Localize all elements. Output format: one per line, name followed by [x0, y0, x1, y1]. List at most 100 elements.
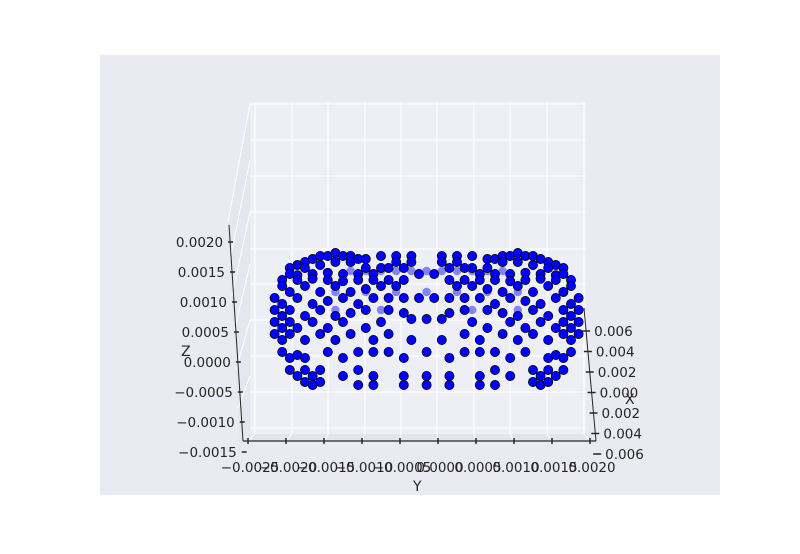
data-point: [383, 263, 394, 273]
x-tick-label: 0.004: [596, 345, 635, 361]
z-tick-label: −0.0005: [174, 385, 233, 401]
data-point: [353, 365, 364, 375]
data-point: [315, 365, 326, 375]
data-point: [383, 347, 394, 357]
data-point: [550, 323, 561, 333]
data-point: [505, 293, 516, 303]
data-point: [315, 329, 326, 339]
data-point: [467, 317, 478, 327]
x-tick-label: 0.002: [598, 365, 637, 381]
data-point: [368, 371, 379, 381]
data-point: [421, 347, 432, 357]
data-point: [558, 305, 569, 315]
data-point: [307, 299, 318, 309]
data-point: [512, 311, 523, 321]
data-point: [558, 353, 569, 363]
data-point: [490, 380, 500, 390]
data-point: [490, 275, 500, 285]
back-point: [468, 305, 477, 315]
y-tick-label: −0.0005: [373, 460, 432, 476]
z-tick-label: 0.0000: [184, 355, 231, 371]
data-point: [398, 275, 409, 285]
data-point: [459, 347, 470, 357]
data-point: [482, 263, 493, 273]
grid-line-floor: [583, 433, 591, 442]
y-tick-label: 0.0000: [416, 460, 463, 476]
data-point: [284, 305, 295, 315]
data-point: [474, 293, 485, 303]
x-axis-label: X: [625, 392, 635, 408]
data-point: [490, 347, 500, 357]
data-point: [414, 269, 424, 279]
data-point: [566, 281, 576, 291]
data-point: [406, 314, 417, 324]
data-point: [474, 371, 485, 381]
data-point: [383, 293, 394, 303]
data-point: [482, 284, 493, 294]
z-tick-label: −0.0015: [178, 445, 237, 461]
grid-line-floor: [546, 433, 553, 442]
data-point: [512, 281, 523, 291]
data-point: [345, 257, 356, 267]
data-point: [277, 335, 288, 345]
data-point: [566, 323, 576, 333]
data-point: [573, 317, 584, 327]
data-point: [284, 329, 295, 339]
data-point: [284, 287, 295, 297]
back-pane: [250, 102, 586, 434]
data-point: [558, 317, 569, 327]
data-point: [376, 317, 386, 327]
data-point: [429, 269, 440, 279]
floor-pane: [236, 434, 596, 441]
back-point: [452, 266, 462, 276]
y-tick-label: 0.0015: [530, 460, 577, 476]
data-point: [543, 335, 554, 345]
data-point: [338, 293, 348, 303]
grid-line-side: [231, 211, 251, 297]
data-point: [512, 257, 523, 267]
data-point: [520, 275, 531, 285]
data-point: [566, 335, 576, 345]
data-point: [300, 263, 310, 273]
data-point: [505, 371, 516, 381]
data-point: [512, 335, 523, 345]
data-point: [444, 263, 455, 273]
data-point: [353, 275, 364, 285]
data-point: [535, 317, 546, 327]
back-point: [422, 266, 431, 276]
data-point: [459, 305, 470, 315]
data-point: [360, 323, 371, 333]
data-point: [330, 311, 341, 321]
data-point: [284, 365, 295, 375]
data-point: [543, 365, 554, 375]
data-point: [398, 293, 409, 303]
x-tick-label: 0.006: [605, 447, 644, 463]
data-point: [360, 263, 371, 273]
data-point: [360, 254, 371, 264]
data-point: [566, 311, 576, 321]
data-point: [277, 299, 288, 309]
grid-line-side: [237, 375, 251, 409]
z-tick-label: −0.0010: [176, 415, 235, 431]
back-point: [437, 266, 446, 276]
data-point: [474, 335, 485, 345]
data-point: [322, 347, 333, 357]
data-point: [398, 380, 409, 390]
data-point: [398, 371, 409, 381]
x-tick-label: 0.004: [603, 427, 642, 443]
data-point: [315, 260, 326, 270]
data-point: [543, 377, 554, 387]
data-point: [414, 293, 424, 303]
data-point: [429, 293, 440, 303]
data-point: [535, 371, 546, 381]
data-point: [338, 371, 348, 381]
data-point: [436, 335, 447, 345]
data-point: [573, 305, 584, 315]
data-point: [292, 275, 303, 285]
data-point: [436, 314, 447, 324]
data-point: [444, 371, 455, 381]
data-point: [421, 371, 432, 381]
data-point: [269, 317, 280, 327]
data-point: [452, 281, 462, 291]
